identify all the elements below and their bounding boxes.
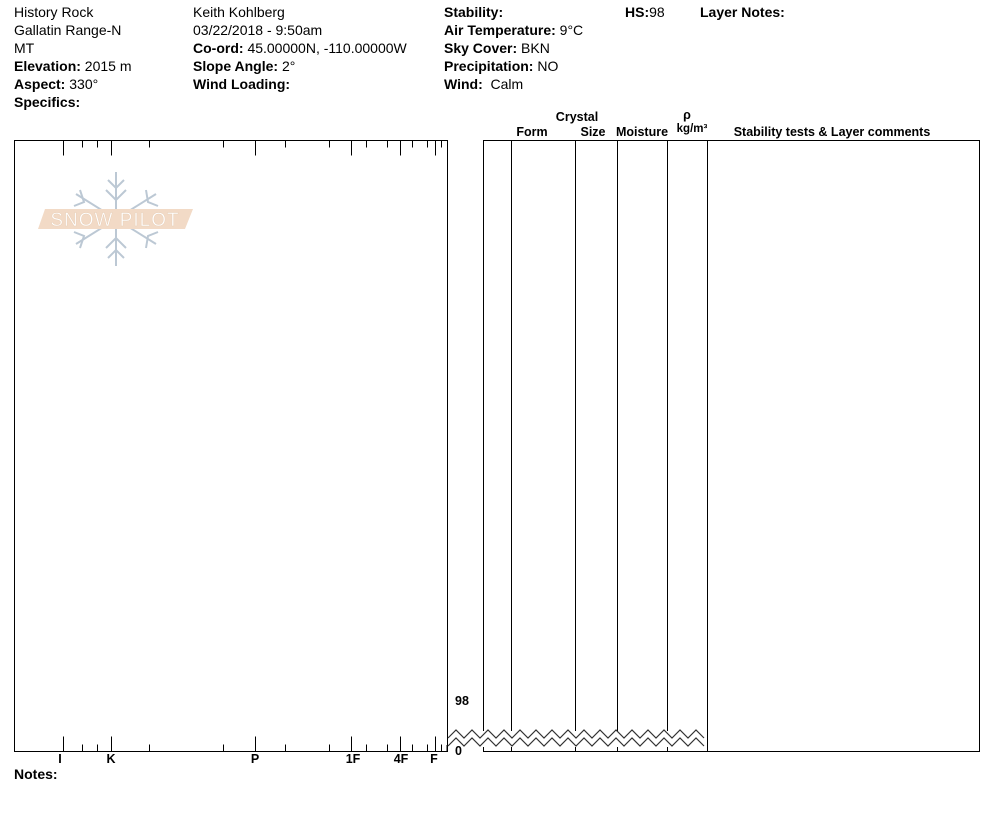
depth-bottom-label: 0 (455, 744, 462, 758)
air-temperature: Air Temperature: 9°C (444, 22, 584, 38)
comments-header: Stability tests & Layer comments (733, 125, 931, 139)
hardness-label: P (250, 752, 260, 766)
elevation: Elevation: 2015 m (14, 58, 132, 74)
location-name: History Rock (14, 4, 94, 20)
moisture-header: Moisture (615, 125, 669, 139)
crystal-header: Crystal (555, 110, 599, 124)
wind-loading-label: Wind Loading: (193, 76, 291, 92)
wind: Wind: Calm (444, 76, 524, 92)
layer-notes-label: Layer Notes: (700, 4, 785, 20)
location-state: MT (14, 40, 35, 56)
sky-cover: Sky Cover: BKN (444, 40, 550, 56)
hardness-label: K (106, 752, 116, 766)
form-header: Form (516, 125, 548, 139)
depth-top-label: 98 (455, 694, 469, 708)
hardness-label: 4F (393, 752, 409, 766)
coordinates: Co-ord: 45.00000N, -110.00000W (193, 40, 407, 56)
hardness-label: F (430, 752, 438, 766)
hardness-label: 1F (345, 752, 361, 766)
notes-label: Notes: (14, 766, 58, 782)
logo-text: SNOW PILOT (50, 210, 179, 231)
break-zigzag-top (447, 729, 705, 739)
density-unit-header: kg/m³ (676, 123, 708, 135)
snowpilot-logo: SNOW PILOT (38, 172, 193, 266)
slope-angle: Slope Angle: 2° (193, 58, 296, 74)
stability-label: Stability: (444, 4, 504, 20)
observer-name: Keith Kohlberg (193, 4, 285, 20)
hardness-chart-frame (14, 140, 448, 752)
observation-datetime: 03/22/2018 - 9:50am (193, 22, 323, 38)
rho-header: ρ (683, 108, 691, 122)
layer-table-frame (483, 140, 980, 752)
hs: HS:98 (625, 4, 665, 20)
hardness-ticks (63, 140, 442, 752)
location-range: Gallatin Range-N (14, 22, 122, 38)
hardness-label: I (58, 752, 62, 766)
aspect: Aspect: 330° (14, 76, 99, 92)
precipitation: Precipitation: NO (444, 58, 559, 74)
break-zigzag-bottom (447, 737, 705, 747)
size-header: Size (580, 125, 606, 139)
specifics-label: Specifics: (14, 94, 81, 110)
